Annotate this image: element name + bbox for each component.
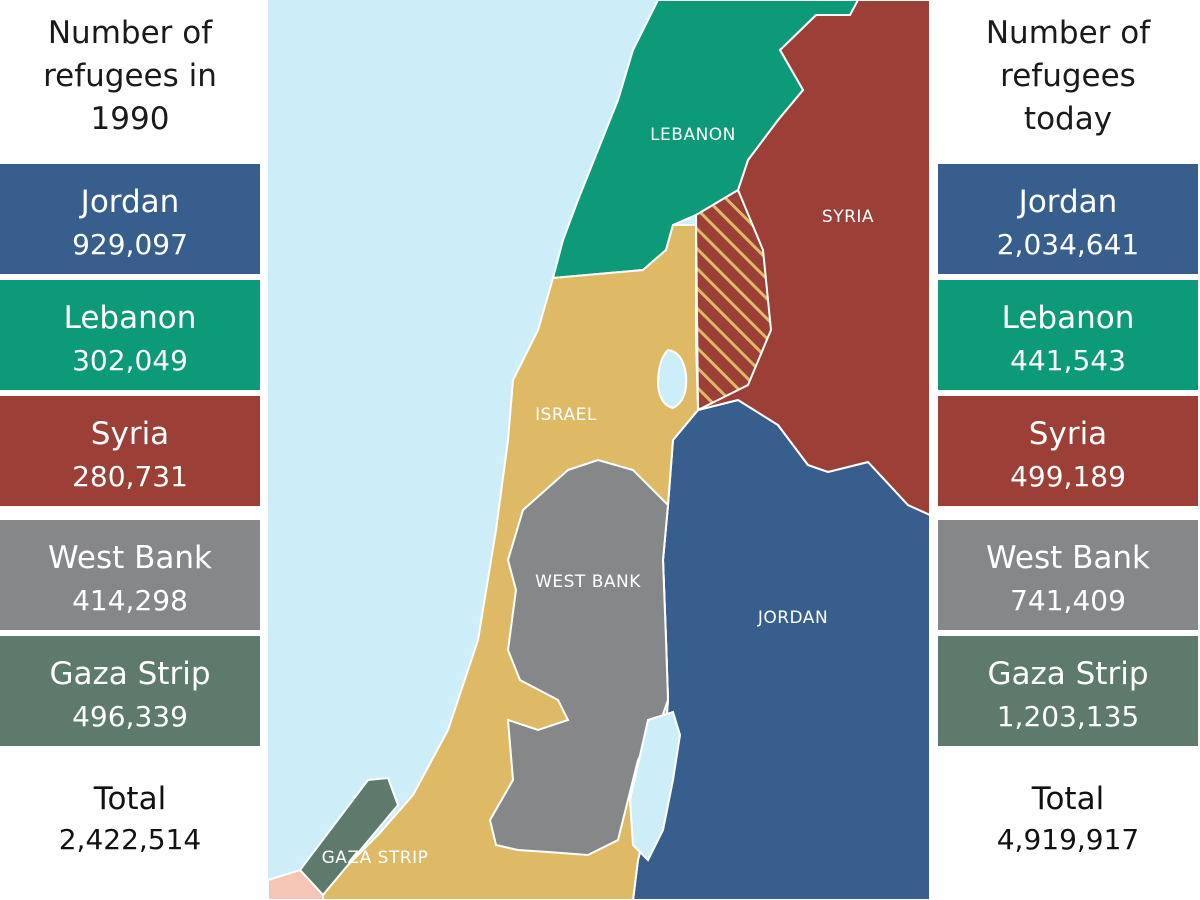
row-name: Gaza Strip (987, 656, 1149, 692)
row-name: Syria (1028, 416, 1108, 452)
row-value: 499,189 (1010, 460, 1126, 493)
row-jordan-1990: Jordan 929,097 (0, 164, 260, 274)
row-lebanon-1990: Lebanon 302,049 (0, 280, 260, 390)
total-label: Total (1031, 781, 1105, 817)
row-value: 441,543 (1010, 344, 1126, 377)
row-west-bank-1990: West Bank 414,298 (0, 520, 260, 630)
row-name: Lebanon (1001, 300, 1135, 336)
row-west-bank-today: West Bank 741,409 (938, 520, 1198, 630)
title-line: today (1023, 101, 1113, 137)
row-value: 929,097 (72, 228, 188, 261)
refugees-today-panel: Number of refugees today Jordan 2,034,64… (938, 0, 1198, 900)
total-value: 2,422,514 (58, 823, 202, 856)
label-lebanon: LEBANON (650, 125, 736, 145)
label-syria: SYRIA (822, 207, 874, 227)
row-syria-today: Syria 499,189 (938, 396, 1198, 506)
panel-title-today: Number of refugees today (938, 12, 1198, 141)
row-jordan-today: Jordan 2,034,641 (938, 164, 1198, 274)
sea-of-galilee (656, 348, 688, 410)
title-line: Number of (985, 15, 1151, 51)
total-label: Total (93, 781, 167, 817)
title-line: refugees in (43, 58, 217, 94)
row-value: 2,034,641 (996, 228, 1140, 261)
row-value: 280,731 (72, 460, 188, 493)
title-line: Number of (47, 15, 213, 51)
gaza-strip-region (298, 776, 400, 897)
title-line: refugees (1000, 58, 1136, 94)
egypt-region (268, 868, 324, 900)
row-name: Gaza Strip (49, 656, 211, 692)
row-value: 414,298 (72, 584, 188, 617)
row-syria-1990: Syria 280,731 (0, 396, 260, 506)
title-line: 1990 (90, 101, 170, 137)
refugees-1990-panel: Number of refugees in 1990 Jordan 929,09… (0, 0, 260, 900)
row-value: 741,409 (1010, 584, 1126, 617)
row-name: West Bank (986, 540, 1150, 576)
west-bank-region (488, 458, 670, 857)
row-value: 496,339 (72, 700, 188, 733)
row-name: Syria (90, 416, 170, 452)
total-1990: Total 2,422,514 (0, 778, 260, 860)
label-israel: ISRAEL (535, 405, 597, 425)
row-value: 302,049 (72, 344, 188, 377)
row-name: Jordan (80, 184, 180, 220)
row-gaza-strip-1990: Gaza Strip 496,339 (0, 636, 260, 746)
lebanon-region (551, 0, 860, 280)
total-value: 4,919,917 (996, 823, 1140, 856)
total-today: Total 4,919,917 (938, 778, 1198, 860)
row-name: Jordan (1018, 184, 1118, 220)
label-jordan: JORDAN (757, 608, 828, 628)
row-lebanon-today: Lebanon 441,543 (938, 280, 1198, 390)
dead-sea (628, 710, 682, 862)
row-name: West Bank (48, 540, 212, 576)
row-name: Lebanon (63, 300, 197, 336)
panel-title-1990: Number of refugees in 1990 (0, 12, 260, 141)
row-value: 1,203,135 (996, 700, 1140, 733)
region-map: LEBANON SYRIA ISRAEL WEST BANK JORDAN GA… (268, 0, 930, 900)
label-gaza-strip: GAZA STRIP (322, 848, 429, 868)
row-gaza-strip-today: Gaza Strip 1,203,135 (938, 636, 1198, 746)
label-west-bank: WEST BANK (535, 572, 641, 592)
